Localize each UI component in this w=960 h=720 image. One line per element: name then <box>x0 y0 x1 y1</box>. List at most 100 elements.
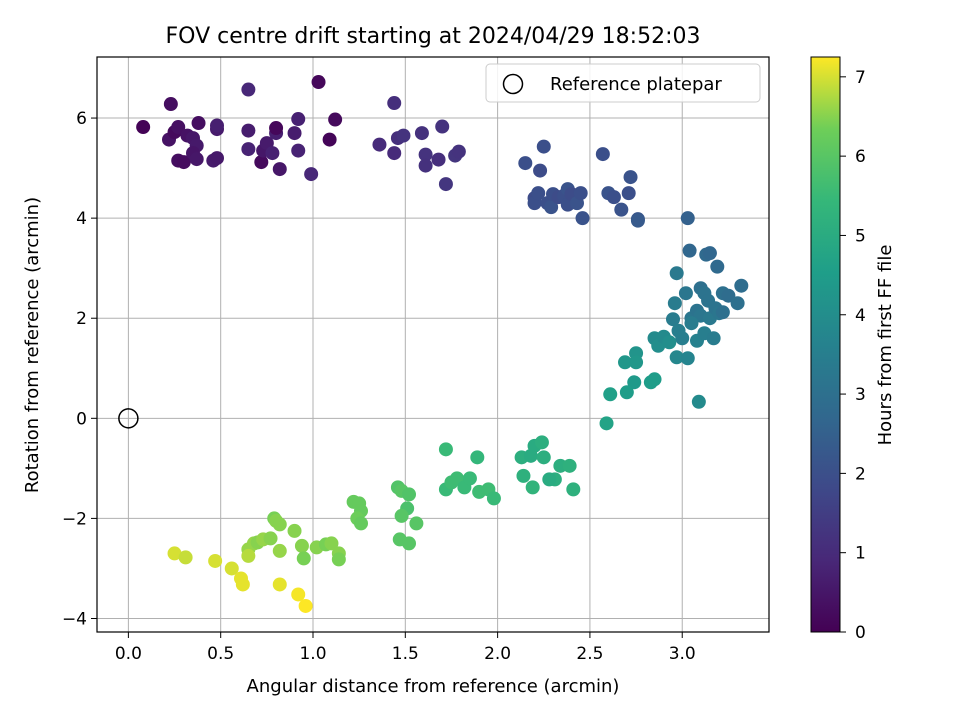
data-point <box>331 552 346 567</box>
legend: Reference platepar <box>485 63 761 103</box>
data-point <box>531 186 546 201</box>
data-point <box>409 516 424 531</box>
data-point <box>291 112 306 127</box>
data-point <box>566 482 581 497</box>
data-point <box>241 142 256 157</box>
colorbar-tick-label: 4 <box>855 306 866 326</box>
data-point <box>595 147 610 162</box>
y-axis-label: Rotation from reference (arcmin) <box>22 197 43 493</box>
data-point <box>287 523 302 538</box>
data-point <box>438 177 453 192</box>
legend-marker-icon <box>502 73 524 95</box>
data-point <box>575 211 590 226</box>
data-point <box>525 480 540 495</box>
data-point <box>304 167 319 182</box>
data-point <box>167 546 182 561</box>
data-point <box>536 450 551 465</box>
data-point <box>730 296 745 311</box>
data-point <box>667 296 682 311</box>
data-point <box>241 548 256 563</box>
data-point <box>263 531 278 546</box>
data-point <box>516 468 531 483</box>
data-point <box>291 143 306 158</box>
data-point <box>542 472 557 487</box>
data-point <box>324 536 339 551</box>
data-point <box>176 155 191 170</box>
data-point <box>435 119 450 134</box>
data-point <box>621 186 636 201</box>
data-point <box>691 394 706 409</box>
data-point <box>354 516 368 531</box>
data-point <box>562 458 577 473</box>
data-point <box>462 471 477 486</box>
data-point <box>669 350 684 365</box>
data-point <box>287 126 302 141</box>
data-point <box>438 442 453 457</box>
data-point <box>715 305 730 320</box>
y-tick-label: 4 <box>76 209 87 229</box>
data-point <box>680 211 695 226</box>
data-point <box>235 577 250 592</box>
plot-frame <box>96 56 770 633</box>
data-point <box>136 120 151 135</box>
data-point <box>533 163 548 178</box>
data-point <box>328 112 343 127</box>
colorbar-tick-label: 3 <box>855 385 866 405</box>
data-point <box>614 202 629 217</box>
data-point <box>630 213 645 228</box>
y-tick-label: −2 <box>62 509 87 529</box>
data-point <box>675 331 690 346</box>
data-point <box>603 387 618 402</box>
data-point <box>666 312 680 327</box>
colorbar-gradient <box>810 56 841 633</box>
data-point <box>311 75 326 90</box>
x-tick-label: 1.0 <box>299 644 326 664</box>
x-tick-label: 3.0 <box>669 644 696 664</box>
data-point <box>171 120 186 135</box>
data-point <box>418 158 433 173</box>
data-point <box>669 266 684 281</box>
x-tick-label: 1.5 <box>392 644 419 664</box>
data-point <box>241 123 256 138</box>
data-point <box>618 355 632 370</box>
data-point <box>599 416 614 431</box>
data-point <box>163 97 178 112</box>
data-point <box>662 335 677 350</box>
data-point <box>534 435 549 450</box>
data-point <box>224 561 239 576</box>
data-point <box>272 543 287 558</box>
data-point <box>734 278 749 293</box>
data-point <box>710 259 725 274</box>
data-point <box>387 146 402 161</box>
data-point <box>294 538 309 553</box>
data-point <box>627 375 642 390</box>
colorbar-ticks: 0 1 2 3 4 5 6 7 <box>840 68 866 643</box>
x-tick-label: 2.5 <box>576 644 603 664</box>
data-point <box>486 491 501 506</box>
data-point <box>402 487 416 502</box>
data-point <box>322 132 337 147</box>
colorbar-tick-label: 5 <box>855 226 866 246</box>
data-point <box>606 190 621 205</box>
legend-entry-reference-platepar: Reference platepar <box>550 74 722 95</box>
data-point <box>418 147 433 162</box>
data-points <box>136 75 749 613</box>
data-point <box>265 146 280 161</box>
colorbar: 0 1 2 3 4 5 6 7 Hours from first FF file <box>810 56 896 643</box>
data-point <box>573 186 588 201</box>
x-axis-ticks: 0.0 0.5 1.0 1.5 2.0 2.5 3.0 <box>115 632 696 664</box>
data-point <box>470 450 485 465</box>
x-axis-label: Angular distance from reference (arcmin) <box>247 676 620 697</box>
data-point <box>619 385 634 400</box>
colorbar-label: Hours from first FF file <box>875 245 896 446</box>
y-tick-label: −4 <box>62 609 87 629</box>
data-point <box>296 551 311 566</box>
colorbar-tick-label: 2 <box>855 464 866 484</box>
data-point <box>254 155 269 170</box>
data-point <box>678 286 693 301</box>
data-point <box>372 137 387 152</box>
data-point <box>269 121 284 136</box>
data-point <box>402 536 416 551</box>
data-point <box>623 170 638 185</box>
